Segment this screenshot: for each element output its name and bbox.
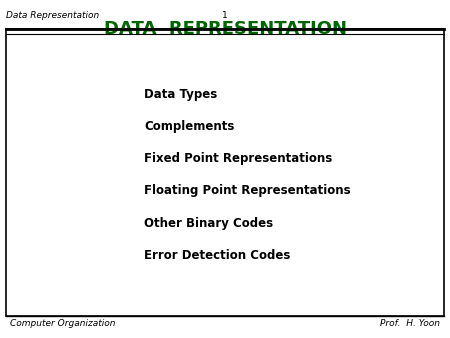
Bar (6, 29, 444, 316)
Text: Prof.  H. Yoon: Prof. H. Yoon (380, 319, 440, 329)
Text: Data Representation: Data Representation (6, 11, 99, 20)
Text: Other Binary Codes: Other Binary Codes (144, 217, 273, 230)
Text: Computer Organization: Computer Organization (10, 319, 116, 329)
Text: DATA  REPRESENTATION: DATA REPRESENTATION (104, 20, 346, 38)
Text: Error Detection Codes: Error Detection Codes (144, 249, 290, 262)
Text: Data Types: Data Types (144, 88, 217, 101)
Text: Complements: Complements (144, 120, 234, 133)
Text: Fixed Point Representations: Fixed Point Representations (144, 152, 332, 165)
Text: Floating Point Representations: Floating Point Representations (144, 185, 351, 197)
Text: 1: 1 (222, 11, 228, 20)
